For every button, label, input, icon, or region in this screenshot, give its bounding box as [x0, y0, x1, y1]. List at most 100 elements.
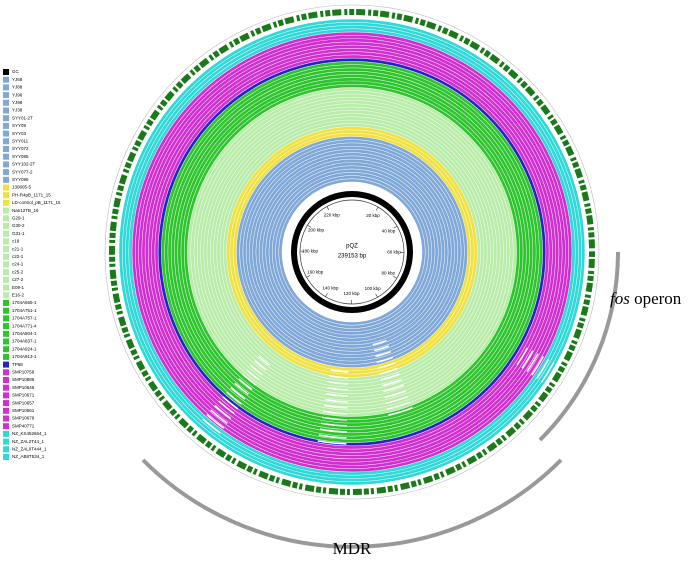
- legend-label: PH-R4pB_1171_15: [12, 192, 51, 197]
- gap: [516, 347, 529, 366]
- ring: [233, 133, 471, 371]
- legend-swatch: [3, 92, 9, 99]
- legend-label: SYY011: [12, 138, 29, 143]
- gap: [210, 409, 228, 425]
- gap: [319, 428, 347, 433]
- ring: [135, 35, 569, 469]
- legend-swatch: [3, 76, 9, 83]
- gap: [324, 404, 348, 409]
- legend-swatch: [3, 423, 9, 430]
- legend-swatch: [3, 223, 9, 229]
- fos-label: fos operon: [610, 289, 682, 308]
- ring: [259, 159, 445, 345]
- fos-rest: operon: [634, 289, 682, 308]
- legend-swatch: [3, 407, 9, 414]
- outer-scale: [104, 4, 600, 500]
- ring: [230, 130, 474, 374]
- legend-label: 1704A924-1: [12, 346, 37, 351]
- ring: [125, 25, 579, 479]
- legend-swatch: [3, 361, 9, 368]
- ring: [217, 117, 487, 387]
- mdr-arc: [141, 458, 563, 549]
- legend-label: c19: [12, 239, 20, 244]
- ring: [158, 58, 546, 446]
- legend-label: SMP10661: [12, 408, 35, 413]
- legend-swatch: [3, 199, 9, 206]
- ring: [142, 42, 562, 462]
- legend-swatch: [3, 184, 9, 191]
- gap: [536, 359, 550, 379]
- ring: [194, 94, 510, 410]
- legend-label: G29-1: [12, 215, 25, 220]
- legend-swatch: [3, 392, 9, 399]
- legend-label: SYY01-2T: [12, 115, 33, 120]
- gap: [214, 405, 232, 420]
- legend-swatch: [3, 384, 9, 391]
- ring: [243, 143, 461, 361]
- legend-swatch: [3, 207, 9, 214]
- legend-swatch: [3, 438, 9, 445]
- legend-swatch: [3, 107, 9, 114]
- legend-label: SMP10671: [12, 393, 35, 398]
- legend-label: SYY096: [12, 177, 29, 182]
- gap: [531, 356, 544, 376]
- legend-label: c21-1: [12, 246, 24, 251]
- legend-label: c22-1: [12, 254, 24, 259]
- legend-label: SMP10886: [12, 377, 35, 382]
- legend-label: YJ98: [12, 100, 23, 105]
- ring: [132, 32, 572, 472]
- tick-label: 120 kbp: [344, 291, 361, 296]
- tick-label: 160 kbp: [307, 270, 324, 275]
- legend-label: SMP10657: [12, 400, 35, 405]
- tick: [375, 206, 379, 211]
- legend-swatch: [3, 330, 9, 337]
- tick-label: 20 kbp: [366, 213, 380, 218]
- legend-swatch: [3, 138, 9, 145]
- legend-swatch: [3, 99, 9, 106]
- ring: [164, 64, 540, 440]
- legend-label: G31-1: [12, 231, 25, 236]
- tick: [325, 293, 328, 297]
- center-name: pQZ: [346, 244, 358, 250]
- ring: [246, 146, 458, 358]
- legend-swatch: [3, 353, 9, 360]
- legend-swatch: [3, 230, 9, 237]
- gap: [258, 355, 271, 366]
- legend-label: GC: [12, 69, 20, 74]
- ring: [220, 120, 484, 384]
- gap: [380, 373, 400, 381]
- legend-swatch: [3, 323, 9, 330]
- legend-swatch: [3, 192, 9, 199]
- legend-label: c25-2: [12, 269, 24, 274]
- legend-swatch: [3, 122, 9, 129]
- legend-label: SYY085: [12, 154, 29, 159]
- legend-label: YJ38: [12, 108, 23, 113]
- ring: [256, 156, 448, 348]
- gap: [230, 387, 246, 400]
- legend-label: 130605-5: [12, 185, 32, 190]
- ring: [148, 48, 556, 456]
- ring: [129, 29, 575, 475]
- ring: [161, 61, 543, 443]
- ring: [275, 175, 429, 329]
- legend-label: 1704A837-1: [12, 339, 37, 344]
- legend-swatch: [3, 400, 9, 407]
- legend-swatch: [3, 146, 9, 152]
- legend-swatch: [3, 338, 9, 345]
- legend-label: c24-1: [12, 262, 24, 267]
- legend-swatch: [3, 253, 9, 260]
- ring: [252, 152, 452, 352]
- legend-label: YJ68: [12, 77, 23, 82]
- legend-label: YJ96: [12, 92, 23, 97]
- ring: [210, 110, 494, 394]
- legend-swatch: [3, 377, 9, 383]
- legend-swatch: [3, 292, 9, 299]
- legend-label: NZ_AB8T534_1: [12, 454, 45, 459]
- ring: [190, 90, 514, 414]
- gap: [330, 369, 349, 373]
- gap: [377, 362, 396, 369]
- tick-label: 60 kbp: [387, 249, 401, 254]
- legend-swatch: [3, 307, 9, 314]
- tick-label: 100 kbp: [365, 286, 382, 291]
